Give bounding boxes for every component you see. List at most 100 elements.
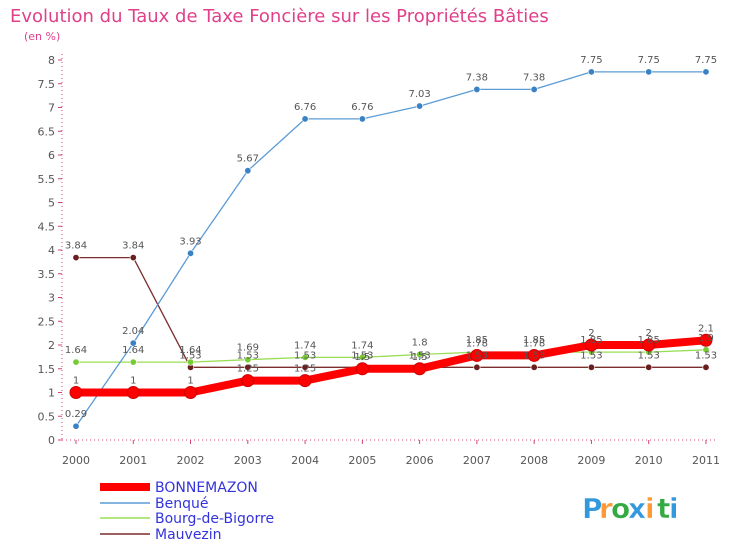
- data-point: [699, 333, 713, 347]
- data-point: [358, 115, 366, 123]
- y-tick-label: 6.5: [38, 125, 56, 138]
- data-label: 1.53: [638, 350, 660, 361]
- data-point: [187, 249, 195, 257]
- data-label: 1.74: [351, 340, 373, 351]
- data-label: 1.25: [237, 364, 259, 375]
- y-tick-label: 2.5: [38, 315, 56, 328]
- data-point: [470, 348, 484, 362]
- data-label: 7.38: [466, 72, 488, 83]
- data-label: 1.5: [412, 352, 428, 363]
- x-tick-label: 2009: [577, 454, 605, 467]
- x-tick-label: 2010: [635, 454, 663, 467]
- data-label: 1.53: [408, 350, 430, 361]
- data-point: [244, 363, 252, 371]
- logo-letter: x: [628, 492, 646, 525]
- y-tick-label: 0.5: [38, 410, 56, 423]
- y-tick-label: 3.5: [38, 268, 56, 281]
- y-axis-unit: (en %): [24, 30, 60, 43]
- data-point: [416, 350, 424, 358]
- data-point: [72, 254, 80, 262]
- data-label: 1.9: [698, 333, 714, 344]
- data-label: 3.84: [122, 241, 144, 252]
- data-point: [702, 363, 710, 371]
- data-point: [244, 167, 252, 175]
- data-label: 1.85: [466, 335, 488, 346]
- x-tick-label: 2000: [62, 454, 90, 467]
- data-point: [129, 339, 137, 347]
- data-point: [301, 353, 309, 361]
- data-label: 1.64: [179, 345, 201, 356]
- data-label: 3.84: [65, 241, 87, 252]
- data-point: [301, 363, 309, 371]
- data-point: [642, 338, 656, 352]
- logo-letter: t: [657, 492, 670, 525]
- y-tick-label: 4.5: [38, 220, 56, 233]
- data-point: [473, 85, 481, 93]
- data-label: 1.25: [294, 364, 316, 375]
- data-label: 7.75: [580, 55, 602, 66]
- data-label: 7.75: [638, 55, 660, 66]
- data-label: 1.64: [65, 345, 87, 356]
- y-tick-label: 5: [48, 197, 55, 210]
- data-label: 1.53: [179, 350, 201, 361]
- data-label: 1.85: [580, 335, 602, 346]
- y-tick-label: 1: [48, 387, 55, 400]
- data-point: [473, 363, 481, 371]
- data-point: [184, 386, 198, 399]
- data-point: [413, 362, 427, 376]
- data-label: 2: [588, 328, 594, 339]
- data-point: [244, 356, 252, 364]
- x-tick-label: 2005: [348, 454, 376, 467]
- data-point: [645, 68, 653, 76]
- data-point: [587, 363, 595, 371]
- data-label: 1: [187, 376, 193, 387]
- data-point: [126, 386, 140, 399]
- logo-letter: i: [645, 492, 655, 525]
- x-tick-label: 2001: [119, 454, 147, 467]
- axis-layer: 0 0.5 1 1.5 2 2.5 3 3.5 4 4.5 5 5.5 6 6.5 7 7.5 8 2000 200…: [38, 54, 720, 467]
- y-tick-label: 1.5: [38, 363, 56, 376]
- series-line-benqué: [75, 71, 707, 427]
- chart-title: Evolution du Taux de Taxe Foncière sur l…: [10, 6, 549, 27]
- data-point: [187, 358, 195, 366]
- data-point: [129, 254, 137, 262]
- data-label: 2.04: [122, 326, 144, 337]
- x-tick-label: 2011: [692, 454, 720, 467]
- data-point: [129, 358, 137, 366]
- data-point: [645, 363, 653, 371]
- data-label: 1.69: [237, 343, 259, 354]
- legend-label: Bourg-de-Bigorre: [155, 511, 274, 527]
- x-tick-label: 2003: [234, 454, 262, 467]
- data-label: 7.38: [523, 72, 545, 83]
- data-label: 1.53: [695, 350, 717, 361]
- data-label: 1.53: [294, 350, 316, 361]
- data-label: 1.5: [354, 352, 370, 363]
- logo-letter: i: [669, 492, 679, 525]
- legend-label: Mauvezin: [155, 527, 222, 543]
- x-tick-label: 2008: [520, 454, 548, 467]
- data-point: [72, 358, 80, 366]
- data-label: 6.76: [351, 102, 373, 113]
- data-label: 7.03: [408, 89, 430, 100]
- data-label: 3.93: [179, 236, 201, 247]
- data-point: [358, 353, 366, 361]
- data-point: [72, 422, 80, 430]
- data-label: 1.78: [523, 338, 545, 349]
- y-tick-label: 7: [48, 102, 55, 115]
- data-label-layer: 3.84 3.841.53 1.53 1.53 1.53 1.53 1.53 1.53 1.53…: [65, 55, 717, 420]
- data-label: 1.53: [351, 350, 373, 361]
- data-label: 1.53: [466, 350, 488, 361]
- x-tick-label: 2006: [406, 454, 434, 467]
- data-label: 1: [73, 376, 79, 387]
- legend-label: BONNEMAZON: [155, 480, 258, 496]
- y-tick-label: 2: [48, 339, 55, 352]
- x-tick-label: 2007: [463, 454, 491, 467]
- y-tick-label: 0: [48, 434, 55, 447]
- data-label: 1.53: [523, 350, 545, 361]
- x-tick-label: 2004: [291, 454, 319, 467]
- data-label: 1.53: [237, 350, 259, 361]
- series-line-bonnemazon: [72, 336, 710, 397]
